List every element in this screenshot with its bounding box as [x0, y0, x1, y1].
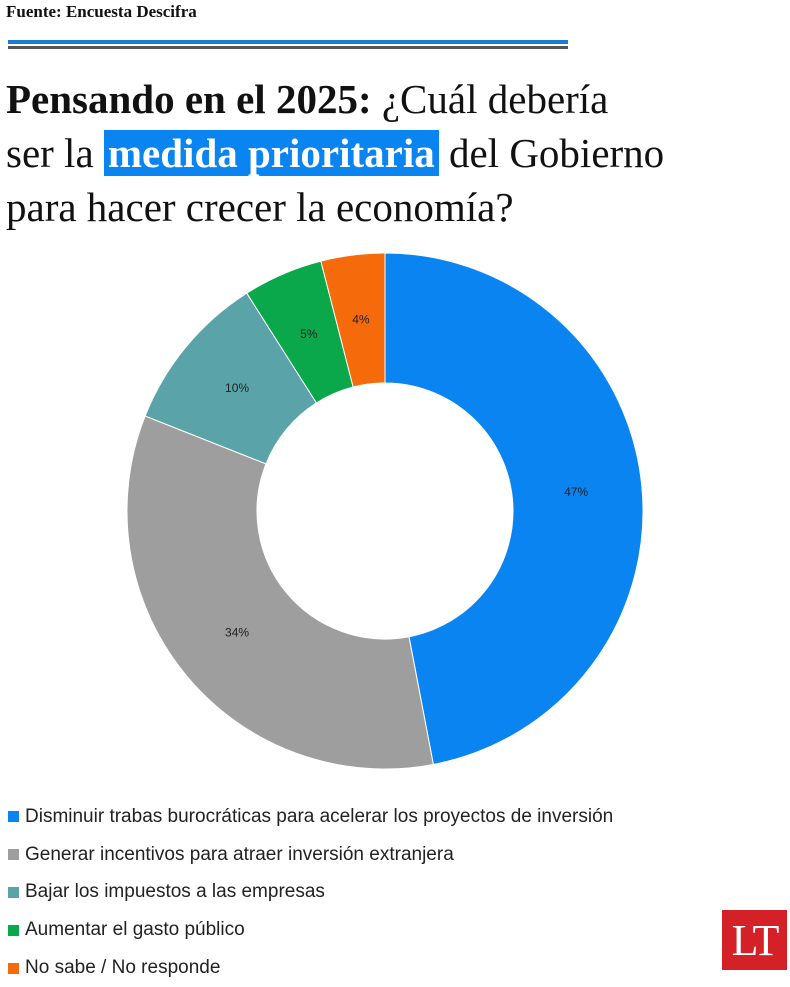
legend-label: Disminuir trabas burocráticas para acele… — [25, 805, 614, 827]
title-part: del Gobierno — [448, 130, 665, 176]
legend-item: Generar incentivos para atraer inversión… — [8, 836, 613, 874]
source: Fuente: Encuesta Descifra — [6, 2, 197, 21]
slice-label: 5% — [300, 327, 318, 341]
rule — [8, 40, 568, 44]
legend-swatch — [8, 924, 19, 936]
legend-label: Generar incentivos para atraer inversión… — [25, 843, 454, 865]
legend-item: Aumentar el gasto público — [8, 911, 613, 949]
title-part: Pensando en el 2025: — [6, 76, 372, 122]
legend-label: Bajar los impuestos a las empresas — [25, 881, 325, 903]
slice-label: 4% — [352, 313, 370, 327]
legend-swatch — [8, 811, 19, 823]
legend-swatch — [8, 849, 19, 861]
title-part: ¿Cuál debería — [381, 76, 609, 122]
legend-item: Bajar los impuestos a las empresas — [8, 874, 613, 912]
slice-label: 34% — [225, 626, 249, 640]
slice-label: 10% — [225, 381, 249, 395]
legend-label: No sabe / No responde — [25, 957, 221, 979]
slice — [384, 252, 644, 766]
legend-swatch — [8, 886, 19, 898]
logo: LT — [722, 910, 787, 970]
title-part: ser la — [6, 130, 94, 176]
legend-label: Aumentar el gasto público — [25, 919, 245, 941]
title-part: para hacer crecer la economía? — [6, 184, 514, 230]
slice — [126, 415, 434, 770]
slice — [320, 252, 386, 388]
legend-item: No sabe / No responde — [8, 949, 613, 987]
rule — [8, 46, 568, 49]
legend-item: Disminuir trabas burocráticas para acele… — [8, 798, 613, 836]
legend-swatch — [8, 962, 19, 974]
title-highlight: medida prioritaria — [103, 130, 439, 176]
legend: Disminuir trabas burocráticas para acele… — [8, 798, 613, 987]
chart-title: Pensando en el 2025: ¿Cuál debería ser l… — [6, 72, 786, 234]
slice-label: 47% — [564, 485, 588, 499]
